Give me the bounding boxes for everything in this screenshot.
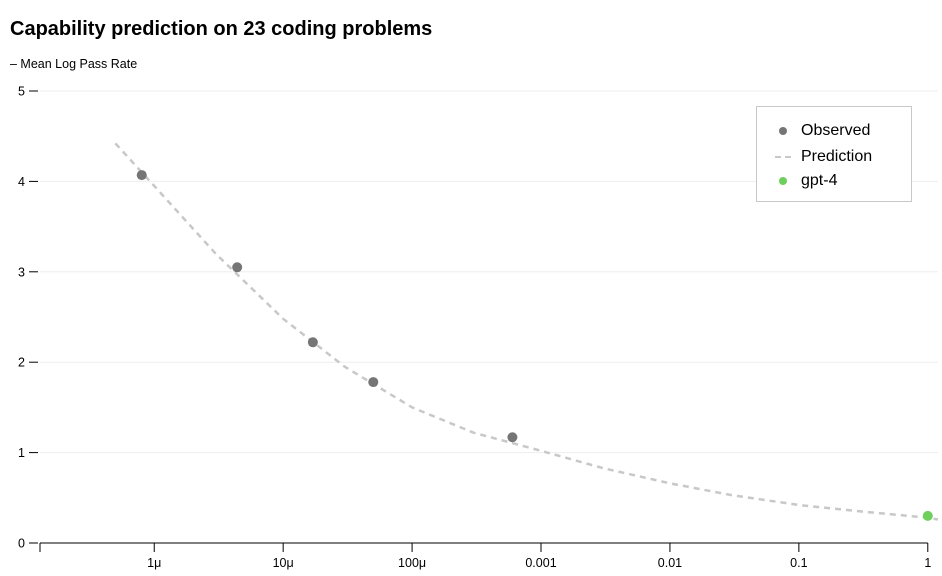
x-tick-label: 0.001 — [525, 556, 556, 570]
y-axis-label: – Mean Log Pass Rate — [10, 57, 138, 71]
y-tick-label: 2 — [18, 356, 25, 370]
observed-marker-icon — [775, 119, 801, 143]
x-tick-label: 0.01 — [658, 556, 682, 570]
prediction-line — [114, 142, 939, 521]
gridlines — [40, 90, 938, 454]
observed-point — [507, 432, 518, 443]
observed-point — [307, 337, 318, 348]
observed-point — [232, 262, 243, 273]
legend-label-observed: Observed — [801, 122, 871, 139]
legend: Observed Prediction gpt-4 — [756, 106, 912, 202]
legend-label-prediction: Prediction — [801, 148, 873, 165]
x-tick-label: 1 — [924, 556, 931, 570]
gpt-4-point — [922, 510, 933, 521]
x-tick-label: 10μ — [273, 556, 294, 570]
legend-item-observed: Observed — [775, 119, 870, 143]
chart-title: Capability prediction on 23 coding probl… — [10, 18, 433, 40]
y-tick-label: 3 — [18, 265, 25, 279]
y-tick-label: 1 — [18, 446, 25, 460]
prediction-line-icon — [775, 145, 801, 169]
y-tick-label: 0 — [18, 537, 25, 551]
legend-label-gpt-4: gpt-4 — [801, 172, 838, 189]
observed-point — [368, 377, 379, 388]
gpt-4-marker-icon — [775, 169, 801, 193]
legend-item-gpt-4: gpt-4 — [775, 169, 837, 193]
axes: 0 1 2 3 4 5 1μ 10μ 100μ 0.001 0.01 0.1 1 — [18, 85, 931, 571]
observed-point — [136, 170, 147, 181]
x-tick-label: 1μ — [147, 556, 161, 570]
x-tick-label: 0.1 — [790, 556, 807, 570]
x-tick-label: 100μ — [398, 556, 426, 570]
y-tick-label: 5 — [18, 85, 25, 99]
y-tick-label: 4 — [18, 175, 25, 189]
legend-item-prediction: Prediction — [775, 145, 872, 169]
series — [114, 142, 939, 521]
